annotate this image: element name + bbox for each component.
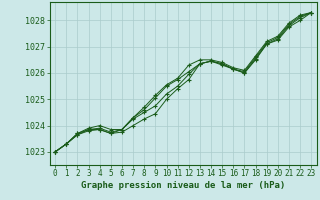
X-axis label: Graphe pression niveau de la mer (hPa): Graphe pression niveau de la mer (hPa) xyxy=(81,181,285,190)
